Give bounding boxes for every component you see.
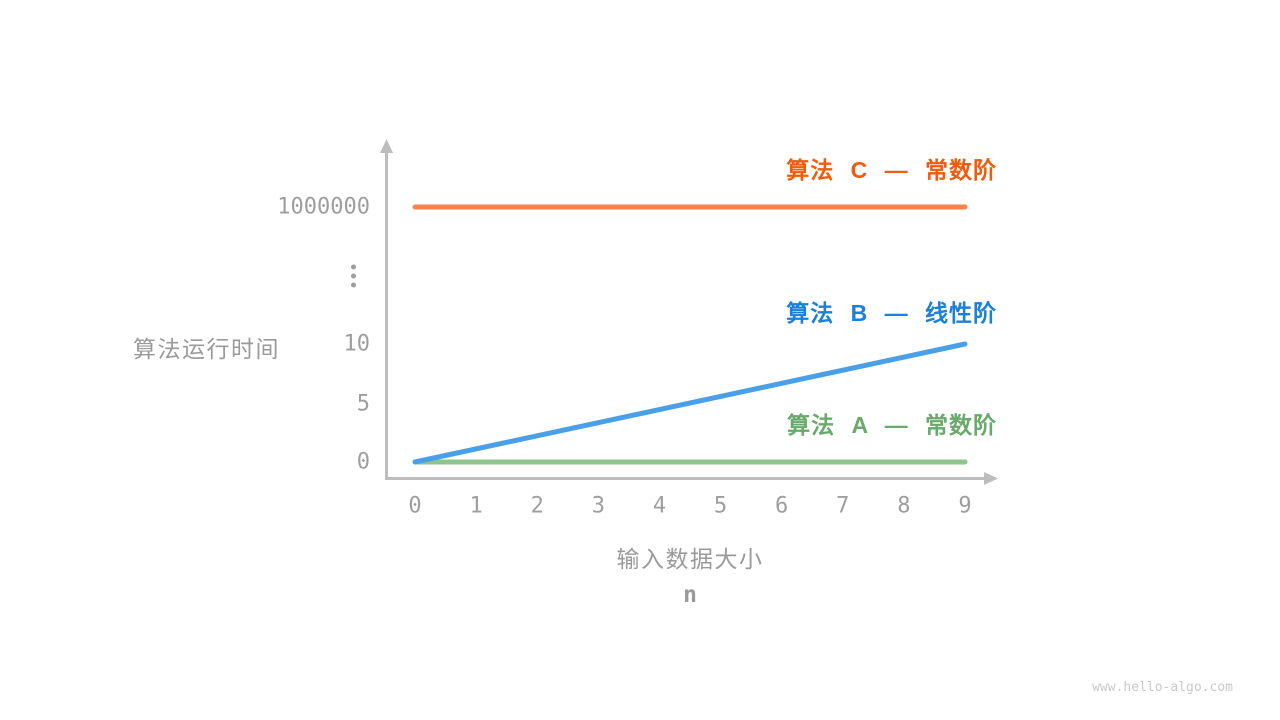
x-axis-arrow-icon bbox=[984, 472, 998, 485]
y-tick-label: 5 bbox=[356, 391, 370, 417]
x-axis-title: 输入数据大小 bbox=[616, 546, 764, 572]
x-tick-label: 6 bbox=[775, 493, 789, 519]
series-label-B: 算法 B — 线性阶 bbox=[786, 300, 997, 326]
y-axis-break-ellipsis bbox=[351, 264, 356, 288]
x-tick-label: 4 bbox=[652, 493, 667, 519]
y-tick-label: 1000000 bbox=[277, 194, 370, 220]
x-tick-label: 9 bbox=[958, 493, 972, 519]
x-tick-label: 8 bbox=[897, 493, 911, 519]
x-tick-label: 2 bbox=[530, 493, 544, 519]
x-tick-label: 3 bbox=[591, 493, 605, 519]
y-tick-label: 10 bbox=[343, 331, 371, 357]
x-tick-label: 0 bbox=[408, 493, 422, 519]
watermark-url: www.hello-algo.com bbox=[1092, 680, 1233, 695]
series-label-A: 算法 A — 常数阶 bbox=[787, 412, 997, 438]
x-axis-symbol: n bbox=[683, 582, 697, 608]
x-tick-label: 5 bbox=[713, 493, 728, 519]
y-axis-title: 算法运行时间 bbox=[133, 336, 280, 362]
x-tick-label: 7 bbox=[836, 493, 850, 519]
x-tick-label: 1 bbox=[469, 493, 483, 519]
y-tick-label: 0 bbox=[356, 449, 370, 475]
series-line-B bbox=[412, 341, 968, 465]
y-axis-arrow-icon bbox=[380, 139, 393, 153]
series-label-C: 算法 C — 常数阶 bbox=[786, 157, 997, 183]
